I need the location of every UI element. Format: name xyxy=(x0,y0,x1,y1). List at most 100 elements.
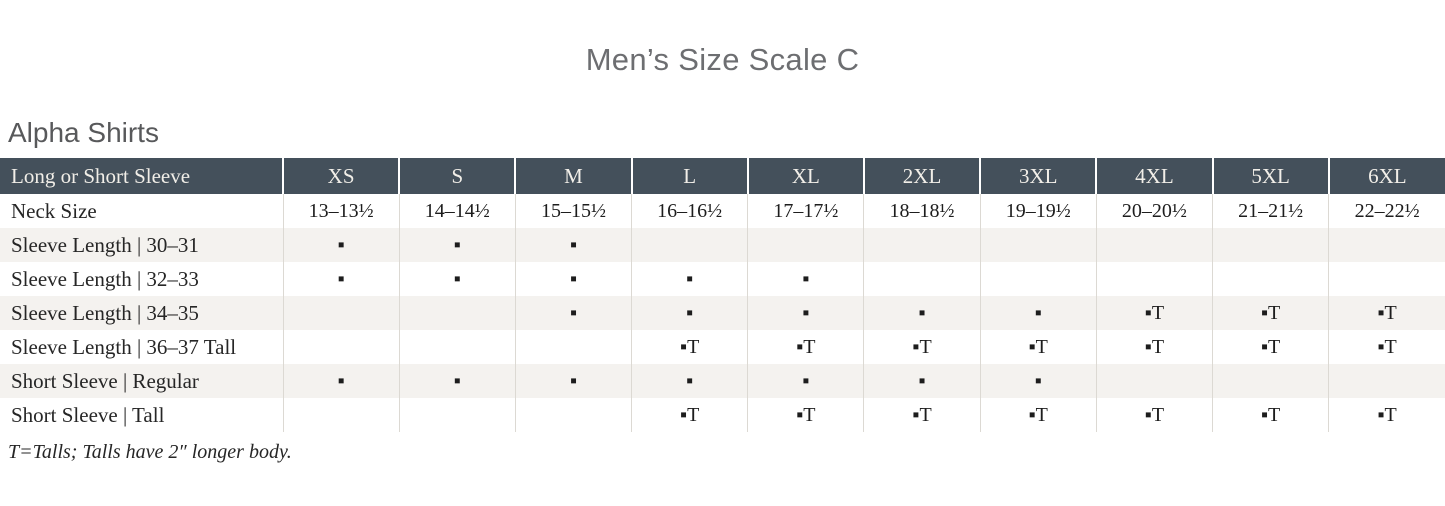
row-label: Sleeve Length | 32–33 xyxy=(11,266,199,291)
size-cell xyxy=(1212,228,1329,262)
size-cell: ▪ xyxy=(398,262,516,296)
size-column-header: 4XL xyxy=(1095,158,1213,194)
size-cell: ▪T xyxy=(979,398,1097,432)
size-column-header: S xyxy=(398,158,516,194)
size-cell: ▪T xyxy=(631,398,748,432)
size-cell: ▪ xyxy=(747,296,864,330)
size-cell: ▪ xyxy=(282,262,400,296)
size-cell: ▪T xyxy=(1095,330,1213,364)
size-cell: ▪T xyxy=(863,398,981,432)
size-cell: 19–19½ xyxy=(979,194,1097,228)
size-cell xyxy=(631,228,748,262)
table-row: Short Sleeve | Regular ▪ ▪ ▪ ▪ ▪ ▪ ▪ xyxy=(0,364,1445,398)
size-cell: ▪ xyxy=(514,228,632,262)
size-cell: 15–15½ xyxy=(514,194,632,228)
size-cell: ▪ xyxy=(631,262,748,296)
row-label: Sleeve Length | 36–37 Tall xyxy=(11,334,237,359)
size-cell: 14–14½ xyxy=(398,194,516,228)
table-row: Sleeve Length | 34–35 ▪ ▪ ▪ ▪ ▪ ▪T ▪T ▪T xyxy=(0,296,1445,330)
size-cell xyxy=(514,330,632,364)
size-cell xyxy=(282,296,400,330)
size-cell: ▪ xyxy=(863,364,981,398)
size-cell xyxy=(1212,364,1329,398)
table-row: Sleeve Length | 30–31 ▪ ▪ ▪ xyxy=(0,228,1445,262)
size-column-header: M xyxy=(514,158,632,194)
size-cell xyxy=(979,228,1097,262)
size-cell xyxy=(1328,228,1445,262)
table-row: Sleeve Length | 36–37 Tall ▪T ▪T ▪T ▪T ▪T ▪T ▪T xyxy=(0,330,1445,364)
size-column-header: 3XL xyxy=(979,158,1097,194)
size-column-header: 2XL xyxy=(862,158,981,194)
size-cell: 13–13½ xyxy=(282,194,400,228)
size-cell: ▪ xyxy=(747,364,864,398)
size-cell xyxy=(1095,228,1213,262)
size-cell xyxy=(747,228,864,262)
size-column-header: XL xyxy=(746,158,864,194)
size-cell: 22–22½ xyxy=(1328,194,1445,228)
size-chart-table: Long or Short Sleeve XS S M L XL 2XL 3XL 4XL 5XL… xyxy=(0,158,1445,432)
footnote: T=Talls; Talls have 2″ longer body. xyxy=(8,441,292,463)
table-row: Sleeve Length | 32–33 ▪ ▪ ▪ ▪ ▪ xyxy=(0,262,1445,296)
size-cell: ▪ xyxy=(514,262,632,296)
size-cell: ▪T xyxy=(1095,296,1213,330)
size-cell: ▪T xyxy=(1212,296,1329,330)
page-title: Men’s Size Scale C xyxy=(585,42,860,77)
size-cell: 20–20½ xyxy=(1095,194,1213,228)
size-cell xyxy=(863,228,981,262)
size-cell xyxy=(979,262,1097,296)
size-cell: 17–17½ xyxy=(747,194,864,228)
row-label: Sleeve Length | 30–31 xyxy=(11,232,199,257)
size-cell: ▪T xyxy=(747,330,864,364)
size-cell: ▪ xyxy=(979,364,1097,398)
table-row: Short Sleeve | Tall ▪T ▪T ▪T ▪T ▪T ▪T ▪T xyxy=(0,398,1445,432)
size-cell xyxy=(398,330,516,364)
size-cell: ▪ xyxy=(282,228,400,262)
size-cell: 21–21½ xyxy=(1212,194,1329,228)
size-cell: ▪ xyxy=(398,364,516,398)
size-cell xyxy=(514,398,632,432)
size-cell xyxy=(1095,262,1213,296)
size-column-header: XS xyxy=(282,158,400,194)
size-cell xyxy=(1212,262,1329,296)
size-cell: ▪T xyxy=(1328,398,1445,432)
table-header-row: Long or Short Sleeve XS S M L XL 2XL 3XL 4XL 5XL… xyxy=(0,158,1445,194)
row-label: Sleeve Length | 34–35 xyxy=(11,300,199,325)
size-cell: ▪T xyxy=(631,330,748,364)
size-column-header: 5XL xyxy=(1211,158,1329,194)
size-cell xyxy=(398,296,516,330)
size-cell xyxy=(1095,364,1213,398)
size-cell xyxy=(398,398,516,432)
size-cell: ▪ xyxy=(747,262,864,296)
size-cell: ▪T xyxy=(1212,398,1329,432)
size-cell: ▪T xyxy=(747,398,864,432)
size-cell xyxy=(282,398,400,432)
row-label: Short Sleeve | Regular xyxy=(11,368,199,393)
size-cell: ▪ xyxy=(282,364,400,398)
size-cell: ▪T xyxy=(1212,330,1329,364)
size-cell: ▪T xyxy=(979,330,1097,364)
size-cell: ▪ xyxy=(514,296,632,330)
size-cell: ▪ xyxy=(398,228,516,262)
size-cell: ▪ xyxy=(863,296,981,330)
row-label: Short Sleeve | Tall xyxy=(11,402,165,427)
size-cell: ▪ xyxy=(514,364,632,398)
size-column-header: 6XL xyxy=(1327,158,1445,194)
header-label: Long or Short Sleeve xyxy=(0,158,284,194)
size-cell: ▪T xyxy=(1328,296,1445,330)
size-cell: ▪ xyxy=(631,364,748,398)
size-cell: ▪T xyxy=(1095,398,1213,432)
size-cell: ▪T xyxy=(863,330,981,364)
size-cell xyxy=(1328,364,1445,398)
size-cell: 18–18½ xyxy=(863,194,981,228)
size-cell xyxy=(863,262,981,296)
size-cell: 16–16½ xyxy=(631,194,748,228)
table-row: Neck Size 13–13½ 14–14½ 15–15½ 16–16½ 17–17½ 1… xyxy=(0,194,1445,228)
size-cell xyxy=(282,330,400,364)
size-cell xyxy=(1328,262,1445,296)
size-cell: ▪ xyxy=(631,296,748,330)
section-heading: Alpha Shirts xyxy=(8,117,159,148)
size-column-header: L xyxy=(630,158,748,194)
size-cell: ▪ xyxy=(979,296,1097,330)
size-cell: ▪T xyxy=(1328,330,1445,364)
row-label: Neck Size xyxy=(11,198,97,223)
